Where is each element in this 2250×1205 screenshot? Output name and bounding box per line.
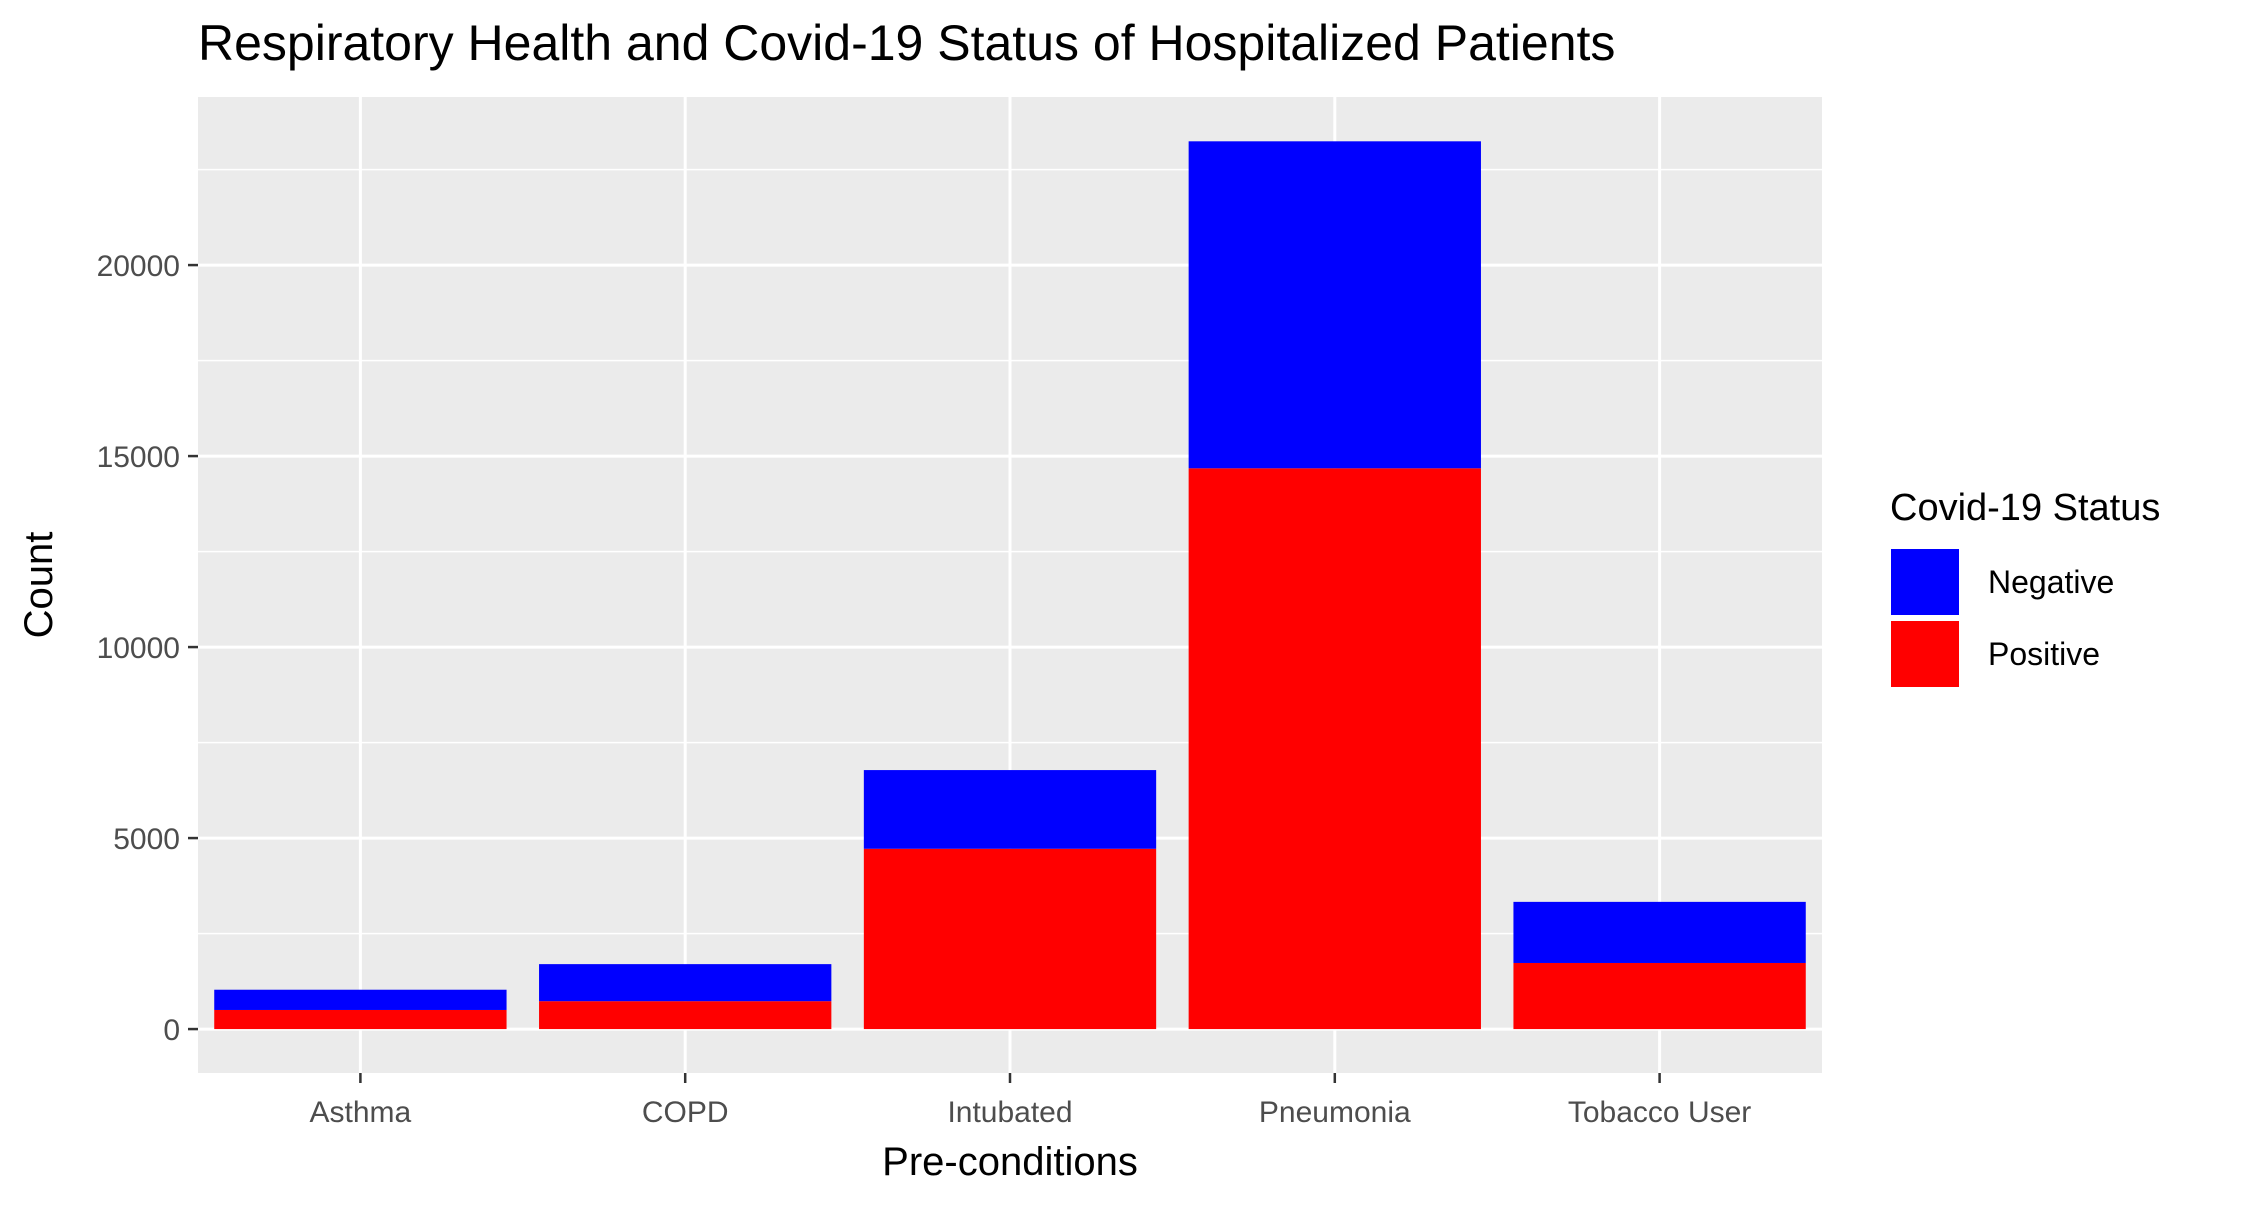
bars [214,141,1806,1030]
x-axis: Asthma COPD Intubated Pneumonia Tobacco User [310,1073,1751,1129]
bar-negative-tobacco-user [1513,901,1806,963]
y-axis-title: Count [17,532,61,639]
bar-positive-asthma [214,1009,507,1030]
legend-items: Negative Positive [1889,547,2114,689]
x-tick-label-4: Tobacco User [1568,1096,1751,1129]
bar-negative-intubated [863,770,1157,849]
y-tick-label-3: 15000 [97,441,180,474]
y-tick-label-4: 20000 [97,250,180,283]
legend-label-positive: Positive [1988,636,2100,672]
x-tick-label-0: Asthma [310,1096,412,1129]
y-tick-label-1: 5000 [113,823,180,856]
bar-positive-tobacco-user [1513,962,1806,1030]
legend: Covid-19 Status Negative Positive [1889,487,2160,689]
x-tick-label-3: Pneumonia [1259,1096,1411,1129]
bar-negative-asthma [214,989,507,1010]
bar-positive-intubated [863,848,1157,1030]
legend-key-positive [1889,619,1961,689]
chart-title: Respiratory Health and Covid-19 Status o… [198,15,1615,71]
y-tick-label-0: 0 [163,1014,180,1047]
x-tick-label-2: Intubated [947,1096,1072,1129]
x-tick-label-1: COPD [642,1096,729,1129]
legend-label-negative: Negative [1988,564,2114,600]
bar-positive-copd [539,1001,832,1030]
bar-negative-copd [539,964,832,1002]
bar-positive-pneumonia [1188,468,1481,1030]
legend-key-negative [1889,547,1961,617]
y-axis: 0 5000 10000 15000 20000 [97,250,198,1047]
x-axis-title: Pre-conditions [882,1140,1138,1184]
y-tick-label-2: 10000 [97,632,180,665]
legend-title: Covid-19 Status [1890,487,2160,529]
bar-negative-pneumonia [1188,141,1481,469]
